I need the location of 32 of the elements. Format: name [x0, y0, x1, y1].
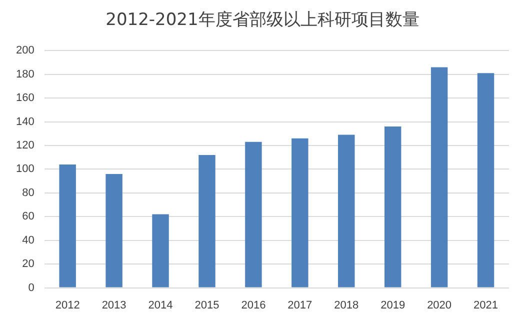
bar	[59, 164, 76, 288]
y-tick-label: 140	[16, 116, 34, 128]
y-tick-label: 160	[16, 92, 34, 104]
y-tick-label: 40	[22, 234, 34, 246]
y-tick-label: 0	[28, 282, 34, 294]
x-tick-label: 2018	[334, 299, 359, 312]
bar	[477, 73, 494, 288]
bar	[430, 67, 448, 288]
x-tick-label: 2015	[194, 299, 220, 312]
y-tick-label: 180	[16, 68, 34, 80]
x-tick-label: 2013	[102, 299, 126, 312]
y-tick-label: 100	[16, 163, 34, 176]
x-tick-label: 2017	[288, 299, 312, 312]
y-tick-label: 200	[16, 44, 34, 57]
chart-title: 2012-2021年度省部级以上科研项目数量	[104, 9, 420, 32]
bar	[245, 142, 262, 288]
y-tick-label: 20	[22, 258, 34, 270]
bar	[198, 154, 216, 288]
x-tick-label: 2019	[380, 299, 406, 312]
x-tick-label: 2020	[427, 299, 452, 312]
bar	[106, 174, 122, 288]
bar	[384, 126, 402, 288]
y-tick-label: 80	[22, 186, 34, 199]
y-tick-label: 60	[22, 210, 34, 223]
bar	[338, 134, 355, 288]
bar	[152, 214, 169, 288]
x-tick-label: 2021	[474, 299, 498, 312]
x-tick-label: 2012	[55, 299, 80, 312]
x-tick-label: 2016	[241, 299, 266, 312]
x-tick-label: 2014	[148, 299, 173, 312]
bar	[292, 138, 308, 288]
y-tick-label: 120	[16, 140, 34, 152]
